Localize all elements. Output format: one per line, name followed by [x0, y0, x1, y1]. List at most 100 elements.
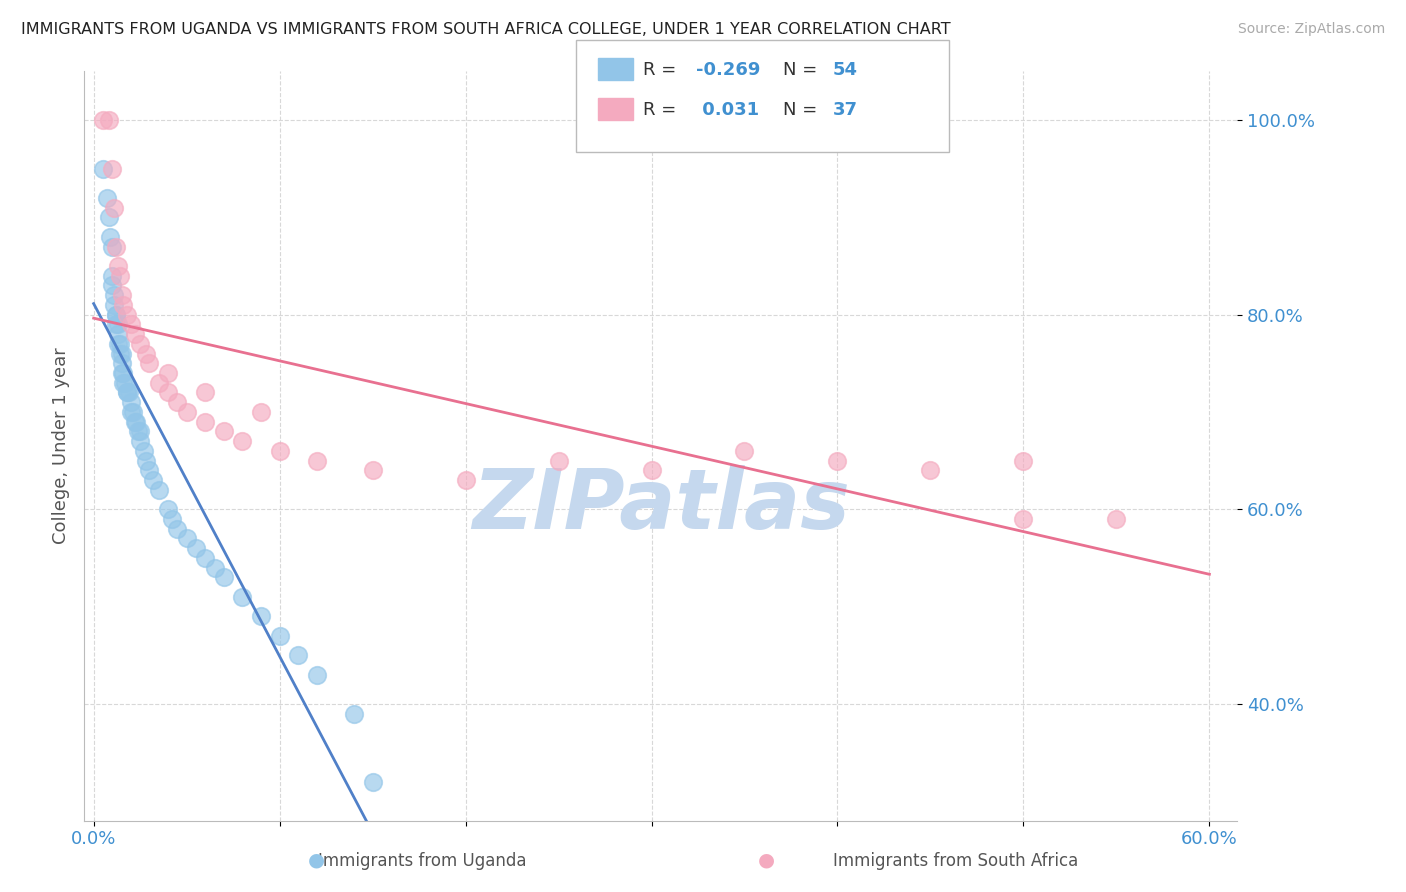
Point — [124, 327, 146, 342]
Point — [110, 346, 132, 360]
Point — [114, 376, 136, 390]
Point — [101, 268, 124, 283]
Point — [108, 336, 131, 351]
Text: Immigrants from Uganda: Immigrants from Uganda — [318, 852, 526, 870]
Point — [101, 161, 124, 176]
Point — [454, 473, 477, 487]
Point — [250, 609, 273, 624]
Point — [115, 308, 138, 322]
Point — [101, 239, 124, 253]
Text: ZIPatlas: ZIPatlas — [472, 466, 849, 547]
Point — [157, 502, 180, 516]
Point — [127, 425, 149, 439]
Point — [1012, 512, 1035, 526]
Point — [305, 667, 328, 681]
Text: ●: ● — [308, 851, 325, 870]
Point — [135, 346, 157, 360]
Point — [138, 463, 160, 477]
Point — [269, 629, 291, 643]
Text: IMMIGRANTS FROM UGANDA VS IMMIGRANTS FROM SOUTH AFRICA COLLEGE, UNDER 1 YEAR COR: IMMIGRANTS FROM UGANDA VS IMMIGRANTS FRO… — [21, 22, 950, 37]
Point — [115, 385, 138, 400]
Point — [107, 318, 129, 332]
Point — [135, 453, 157, 467]
Point — [194, 415, 217, 429]
Point — [103, 298, 125, 312]
Point — [104, 308, 127, 322]
Point — [640, 463, 662, 477]
Point — [104, 308, 127, 322]
Text: ●: ● — [758, 851, 775, 870]
Point — [96, 191, 118, 205]
Point — [343, 706, 366, 721]
Point — [305, 453, 328, 467]
Y-axis label: College, Under 1 year: College, Under 1 year — [52, 348, 70, 544]
Point — [138, 356, 160, 370]
Text: Source: ZipAtlas.com: Source: ZipAtlas.com — [1237, 22, 1385, 37]
Point — [124, 415, 146, 429]
Point — [361, 463, 384, 477]
Point — [129, 425, 152, 439]
Point — [101, 278, 124, 293]
Point — [107, 259, 129, 273]
Point — [97, 211, 120, 225]
Point — [157, 385, 180, 400]
Text: Immigrants from South Africa: Immigrants from South Africa — [834, 852, 1078, 870]
Text: 37: 37 — [832, 101, 858, 119]
Point — [120, 395, 142, 409]
Point — [231, 590, 253, 604]
Text: R =: R = — [643, 101, 682, 119]
Point — [108, 268, 131, 283]
Point — [148, 376, 170, 390]
Point — [920, 463, 942, 477]
Point — [115, 385, 138, 400]
Point — [142, 473, 165, 487]
Point — [129, 336, 152, 351]
Text: N =: N = — [783, 61, 823, 78]
Point — [107, 336, 129, 351]
Point — [1012, 453, 1035, 467]
Point — [110, 366, 132, 380]
Point — [250, 405, 273, 419]
Point — [97, 113, 120, 128]
Point — [121, 405, 143, 419]
Point — [91, 161, 114, 176]
Point — [103, 201, 125, 215]
Point — [157, 366, 180, 380]
Point — [212, 425, 235, 439]
Point — [1105, 512, 1128, 526]
Text: R =: R = — [643, 61, 682, 78]
Point — [148, 483, 170, 497]
Point — [103, 288, 125, 302]
Point — [91, 113, 114, 128]
Point — [212, 570, 235, 584]
Point — [107, 327, 129, 342]
Point — [194, 385, 217, 400]
Point — [108, 346, 131, 360]
Point — [176, 405, 198, 419]
Point — [118, 385, 141, 400]
Text: 0.031: 0.031 — [696, 101, 759, 119]
Point — [112, 298, 135, 312]
Point — [166, 522, 188, 536]
Point — [120, 318, 142, 332]
Point — [361, 774, 384, 789]
Point — [125, 415, 148, 429]
Point — [160, 512, 183, 526]
Text: N =: N = — [783, 101, 823, 119]
Point — [100, 229, 122, 244]
Point — [120, 405, 142, 419]
Point — [132, 443, 155, 458]
Point — [112, 366, 135, 380]
Point — [104, 239, 127, 253]
Text: 54: 54 — [832, 61, 858, 78]
Point — [194, 550, 217, 565]
Point — [547, 453, 569, 467]
Point — [104, 318, 127, 332]
Point — [129, 434, 152, 449]
Point — [204, 560, 226, 574]
Point — [176, 532, 198, 546]
Point — [110, 356, 132, 370]
Point — [184, 541, 207, 556]
Point — [231, 434, 253, 449]
Point — [287, 648, 309, 663]
